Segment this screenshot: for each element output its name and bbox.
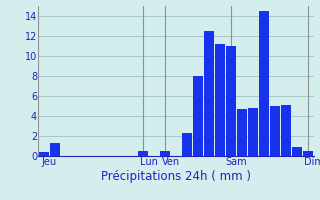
Bar [259, 11, 269, 156]
Bar [160, 151, 170, 156]
Bar [193, 76, 203, 156]
Bar [270, 106, 280, 156]
Bar [39, 152, 49, 156]
Bar [248, 108, 258, 156]
Bar [204, 31, 214, 156]
Bar [237, 109, 247, 156]
Bar [303, 151, 313, 156]
Bar [292, 147, 302, 156]
Bar [138, 151, 148, 156]
Bar [182, 133, 192, 156]
Bar [281, 105, 291, 156]
Bar [226, 46, 236, 156]
Bar [215, 44, 225, 156]
Bar [50, 143, 60, 156]
X-axis label: Précipitations 24h ( mm ): Précipitations 24h ( mm ) [101, 170, 251, 183]
